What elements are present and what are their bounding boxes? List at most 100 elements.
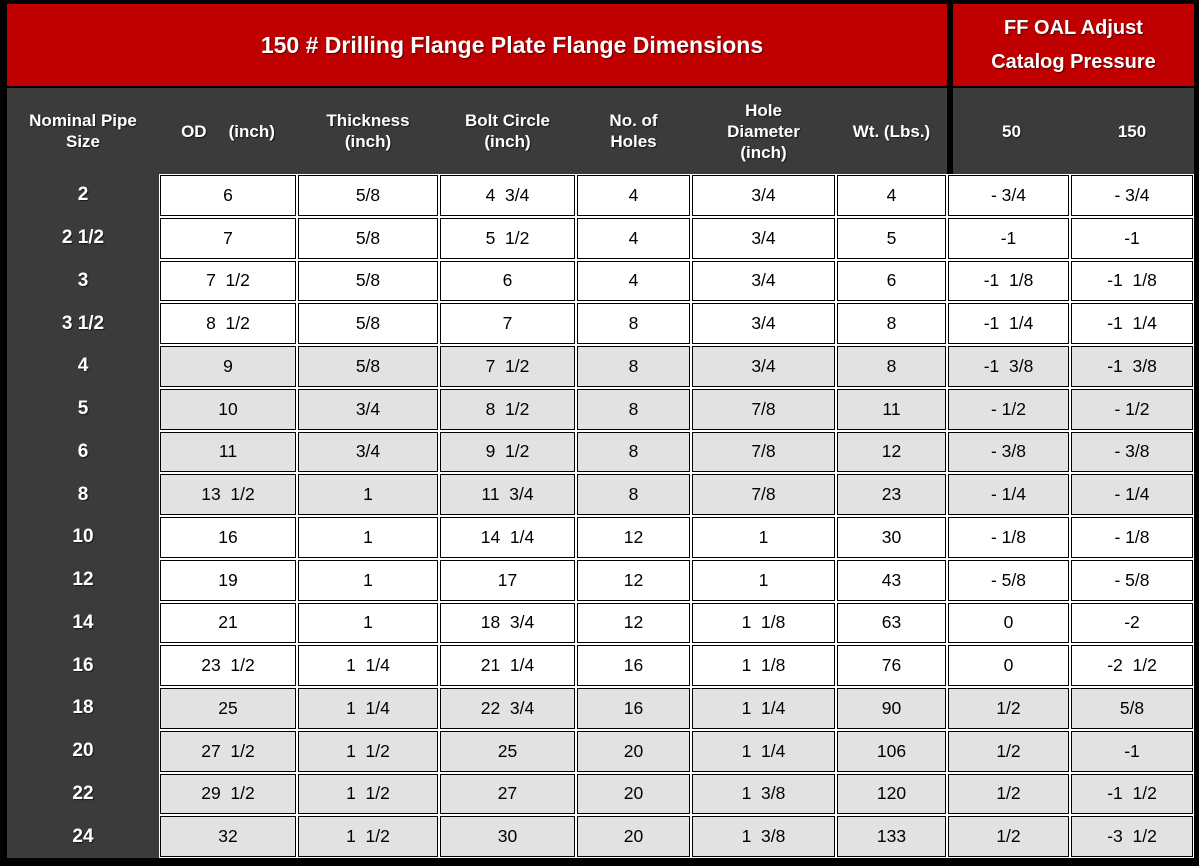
hole-diameter-cell: 7/8 <box>692 474 835 515</box>
adjust-150-cell: -1 1/4 <box>1071 303 1193 344</box>
adjust-150-cell: - 1/2 <box>1071 388 1193 430</box>
weight-cell: 63 <box>837 602 946 644</box>
pipe-size-cell: 2 1/2 <box>7 216 159 260</box>
weight-cell: 120 <box>837 773 946 815</box>
holes-cell: 20 <box>577 730 690 772</box>
od-cell: 6 <box>160 175 296 216</box>
bolt-circle-cell: 17 <box>440 559 575 601</box>
adjust-50-cell: - 1/4 <box>948 474 1069 515</box>
holes-cell: 12 <box>577 517 690 558</box>
adjust-150-cell: -1 <box>1071 217 1193 259</box>
pipe-size-cell: 5 <box>7 387 159 431</box>
adjust-50-cell: -1 1/4 <box>948 303 1069 344</box>
pipe-size-cell: 20 <box>7 729 159 773</box>
od-cell: 32 <box>160 816 296 857</box>
table-title: 150 # Drilling Flange Plate Flange Dimen… <box>260 31 764 58</box>
col-header-od: OD (inch) <box>159 88 297 174</box>
hole-diameter-cell: 3/4 <box>692 175 835 216</box>
adjust-50-cell: - 3/4 <box>948 175 1069 216</box>
bolt-circle-cell: 30 <box>440 816 575 857</box>
hole-diameter-cell: 3/4 <box>692 260 835 302</box>
thickness-cell: 1 <box>298 559 438 601</box>
bolt-circle-cell: 7 1/2 <box>440 346 575 387</box>
adjust-50-cell: 0 <box>948 602 1069 644</box>
holes-cell: 12 <box>577 559 690 601</box>
hole-diameter-cell: 1 1/4 <box>692 688 835 729</box>
thickness-cell: 1 <box>298 517 438 558</box>
weight-cell: 12 <box>837 431 946 473</box>
thickness-cell: 5/8 <box>298 303 438 344</box>
holes-cell: 8 <box>577 346 690 387</box>
od-cell: 8 1/2 <box>160 303 296 344</box>
holes-cell: 20 <box>577 773 690 815</box>
adjust-150-cell: -2 1/2 <box>1071 645 1193 686</box>
pipe-size-cell: 10 <box>7 516 159 559</box>
weight-cell: 90 <box>837 688 946 729</box>
title-banner: 150 # Drilling Flange Plate Flange Dimen… <box>7 4 1194 88</box>
thickness-cell: 1 1/2 <box>298 773 438 815</box>
weight-cell: 8 <box>837 346 946 387</box>
ff-oal-adjust-line1: FF OAL Adjust <box>1004 16 1143 39</box>
holes-cell: 8 <box>577 303 690 344</box>
thickness-cell: 1 <box>298 474 438 515</box>
bolt-circle-cell: 22 3/4 <box>440 688 575 729</box>
od-cell: 13 1/2 <box>160 474 296 515</box>
od-cell: 9 <box>160 346 296 387</box>
pipe-size-cell: 4 <box>7 345 159 388</box>
col-header-hole-diameter: Hole Diameter (inch) <box>727 100 800 162</box>
weight-cell: 43 <box>837 559 946 601</box>
hole-diameter-cell: 7/8 <box>692 431 835 473</box>
col-header-od-unit: (inch) <box>228 121 275 141</box>
od-cell: 27 1/2 <box>160 730 296 772</box>
thickness-cell: 3/4 <box>298 388 438 430</box>
pipe-size-cell: 14 <box>7 601 159 645</box>
col-header-nominal-pipe-size: Nominal Pipe Size <box>29 111 137 151</box>
holes-cell: 4 <box>577 217 690 259</box>
adjust-50-cell: - 3/8 <box>948 431 1069 473</box>
adjust-150-cell: -1 1/8 <box>1071 260 1193 302</box>
adjust-150-cell: - 1/8 <box>1071 517 1193 558</box>
hole-diameter-cell: 1 <box>692 559 835 601</box>
od-cell: 29 1/2 <box>160 773 296 815</box>
adjust-50-cell: -1 <box>948 217 1069 259</box>
weight-cell: 11 <box>837 388 946 430</box>
holes-cell: 12 <box>577 602 690 644</box>
adjust-150-cell: -1 3/8 <box>1071 346 1193 387</box>
pipe-size-cell: 3 1/2 <box>7 302 159 345</box>
pipe-size-cell: 22 <box>7 772 159 816</box>
thickness-cell: 1 1/4 <box>298 645 438 686</box>
bolt-circle-cell: 21 1/4 <box>440 645 575 686</box>
col-header-adjust-50: 50 <box>947 88 1070 174</box>
od-cell: 7 1/2 <box>160 260 296 302</box>
hole-diameter-cell: 1 3/8 <box>692 816 835 857</box>
pipe-size-cell: 3 <box>7 259 159 303</box>
weight-cell: 106 <box>837 730 946 772</box>
hole-diameter-cell: 1 <box>692 517 835 558</box>
holes-cell: 4 <box>577 260 690 302</box>
weight-cell: 76 <box>837 645 946 686</box>
bolt-circle-cell: 18 3/4 <box>440 602 575 644</box>
weight-cell: 6 <box>837 260 946 302</box>
hole-diameter-cell: 3/4 <box>692 303 835 344</box>
weight-cell: 30 <box>837 517 946 558</box>
adjust-150-cell: - 3/8 <box>1071 431 1193 473</box>
adjust-150-cell: - 5/8 <box>1071 559 1193 601</box>
hole-diameter-cell: 1 1/8 <box>692 602 835 644</box>
od-cell: 11 <box>160 431 296 473</box>
adjust-50-cell: 1/2 <box>948 730 1069 772</box>
adjust-50-cell: 0 <box>948 645 1069 686</box>
ff-oal-adjust-header: FF OAL Adjust Catalog Pressure <box>947 4 1194 86</box>
weight-cell: 133 <box>837 816 946 857</box>
thickness-cell: 1 1/2 <box>298 816 438 857</box>
thickness-cell: 1 1/4 <box>298 688 438 729</box>
adjust-50-cell: - 5/8 <box>948 559 1069 601</box>
hole-diameter-cell: 3/4 <box>692 217 835 259</box>
col-header-od-label: OD <box>181 121 207 141</box>
adjust-150-cell: -1 <box>1071 730 1193 772</box>
adjust-50-cell: 1/2 <box>948 816 1069 857</box>
adjust-150-cell: -1 1/2 <box>1071 773 1193 815</box>
col-header-no-of-holes: No. of Holes <box>609 111 658 151</box>
bolt-circle-cell: 6 <box>440 260 575 302</box>
